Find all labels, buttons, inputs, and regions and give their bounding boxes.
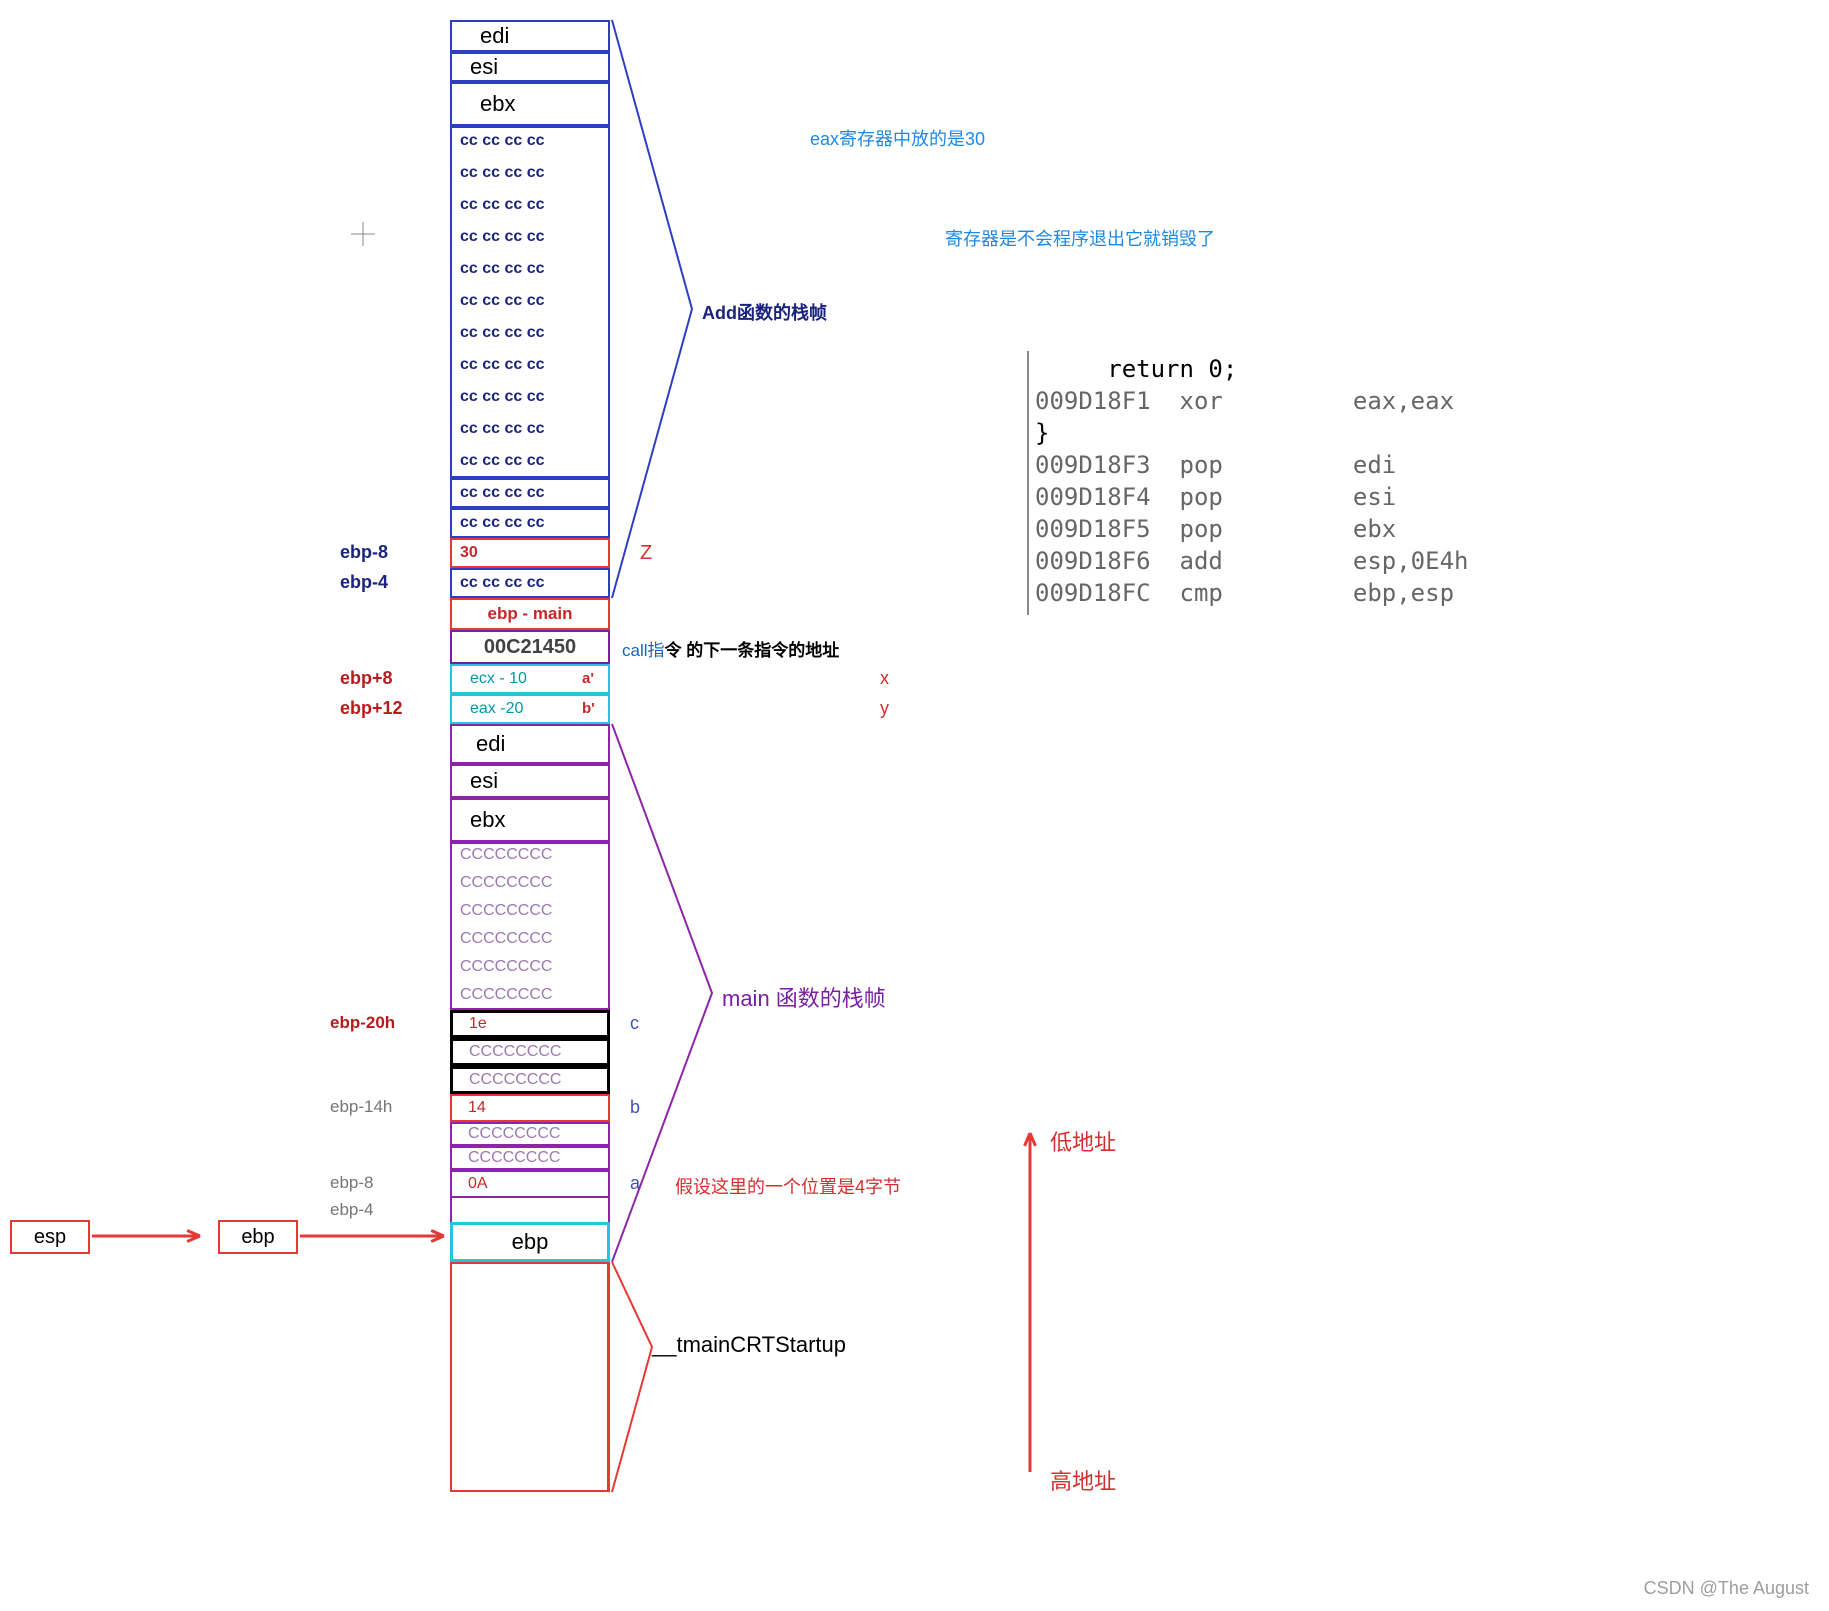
ebp-pointer-box: ebp: [218, 1220, 298, 1254]
low-address-label: 低地址: [1050, 1125, 1116, 1157]
offset-label: ebp+8: [340, 668, 393, 689]
main-frame-reg-cell: edi: [450, 724, 610, 764]
gap-cell: [450, 1198, 610, 1222]
startup-box: [450, 1262, 610, 1492]
cc-row: cc cc cc cc: [460, 452, 545, 470]
add-tail-cell: 30: [450, 538, 610, 568]
cc-row: cc cc cc cc: [460, 132, 545, 150]
asm-left-border: [1027, 351, 1029, 615]
main-var-cell: 1e: [450, 1010, 610, 1038]
add-tail-cell: cc cc cc cc: [450, 478, 610, 508]
var-label: c: [630, 1013, 639, 1034]
main-cc-block: [450, 842, 610, 1010]
asm-line: 009D18FC cmp ebp,esp: [1035, 579, 1454, 607]
startup-label: __tmainCRTStartup: [652, 1332, 846, 1358]
call-note: call指令 的下一条指令的地址: [622, 636, 839, 661]
add-frame-reg-cell: edi: [450, 20, 610, 52]
main-cc-row: CCCCCCCC: [460, 902, 552, 920]
esp-pointer-box: esp: [10, 1220, 90, 1254]
cc-row: cc cc cc cc: [460, 420, 545, 438]
add-frame-label: Add函数的栈帧: [702, 299, 827, 325]
add-tail-cell: cc cc cc cc: [450, 508, 610, 538]
asm-line: }: [1035, 419, 1049, 447]
main-cc-row: CCCCCCCC: [460, 874, 552, 892]
mid-cell: 00C21450: [450, 630, 610, 664]
main-cc-row: CCCCCCCC: [460, 846, 552, 864]
byte-note: 假设这里的一个位置是4字节: [675, 1173, 901, 1199]
diagram-overlay: [0, 0, 1829, 1611]
asm-line: 009D18F5 pop ebx: [1035, 515, 1396, 543]
main-cc-row: CCCCCCCC: [460, 958, 552, 976]
offset-label: ebp-8: [340, 542, 388, 563]
var-label: Z: [640, 542, 652, 565]
asm-line: 009D18F6 add esp,0E4h: [1035, 547, 1468, 575]
side-var-label: y: [880, 698, 889, 719]
offset-label: ebp-20h: [330, 1013, 395, 1033]
main-cc-row: CCCCCCCC: [460, 986, 552, 1004]
asm-line: 009D18F1 xor eax,eax: [1035, 387, 1454, 415]
cc-row: cc cc cc cc: [460, 292, 545, 310]
cc-row: cc cc cc cc: [460, 228, 545, 246]
main-var-cell: CCCCCCCC: [450, 1066, 610, 1094]
var-label: a: [630, 1173, 640, 1194]
offset-label: ebp-4: [340, 572, 388, 593]
main-frame-label: main 函数的栈帧: [722, 981, 886, 1013]
main-var-cell: CCCCCCCC: [450, 1122, 610, 1146]
asm-line: 009D18F3 pop edi: [1035, 451, 1396, 479]
cc-row: cc cc cc cc: [460, 196, 545, 214]
mid-cell: ebp - main: [450, 598, 610, 630]
var-label: b: [630, 1097, 640, 1118]
add-tail-cell: cc cc cc cc: [450, 568, 610, 598]
eax-note: eax寄存器中放的是30: [810, 125, 985, 151]
high-address-label: 高地址: [1050, 1464, 1116, 1496]
cc-row: cc cc cc cc: [460, 260, 545, 278]
cc-row: cc cc cc cc: [460, 164, 545, 182]
main-var-cell: 0A: [450, 1170, 610, 1198]
asm-line: return 0;: [1035, 355, 1237, 383]
main-var-cell: 14: [450, 1094, 610, 1122]
cc-row: cc cc cc cc: [460, 356, 545, 374]
main-cc-row: CCCCCCCC: [460, 930, 552, 948]
inner-right-label: a': [582, 670, 594, 687]
watermark: CSDN @The August: [1644, 1578, 1809, 1599]
main-frame-reg-cell: esi: [450, 764, 610, 798]
main-var-cell: CCCCCCCC: [450, 1038, 610, 1066]
cc-row: cc cc cc cc: [460, 388, 545, 406]
inner-right-label: b': [582, 700, 595, 717]
add-frame-reg-cell: esi: [450, 52, 610, 82]
main-frame-reg-cell: ebx: [450, 798, 610, 842]
side-var-label: x: [880, 668, 889, 689]
offset-label: ebp-8: [330, 1173, 373, 1193]
offset-label: ebp+12: [340, 698, 403, 719]
add-frame-reg-cell: ebx: [450, 82, 610, 126]
register-note: 寄存器是不会程序退出它就销毁了: [945, 225, 1215, 251]
offset-label: ebp-4: [330, 1200, 373, 1220]
cc-row: cc cc cc cc: [460, 324, 545, 342]
asm-line: 009D18F4 pop esi: [1035, 483, 1396, 511]
ebp-cell: ebp: [450, 1222, 610, 1262]
offset-label: ebp-14h: [330, 1097, 392, 1117]
main-var-cell: CCCCCCCC: [450, 1146, 610, 1170]
